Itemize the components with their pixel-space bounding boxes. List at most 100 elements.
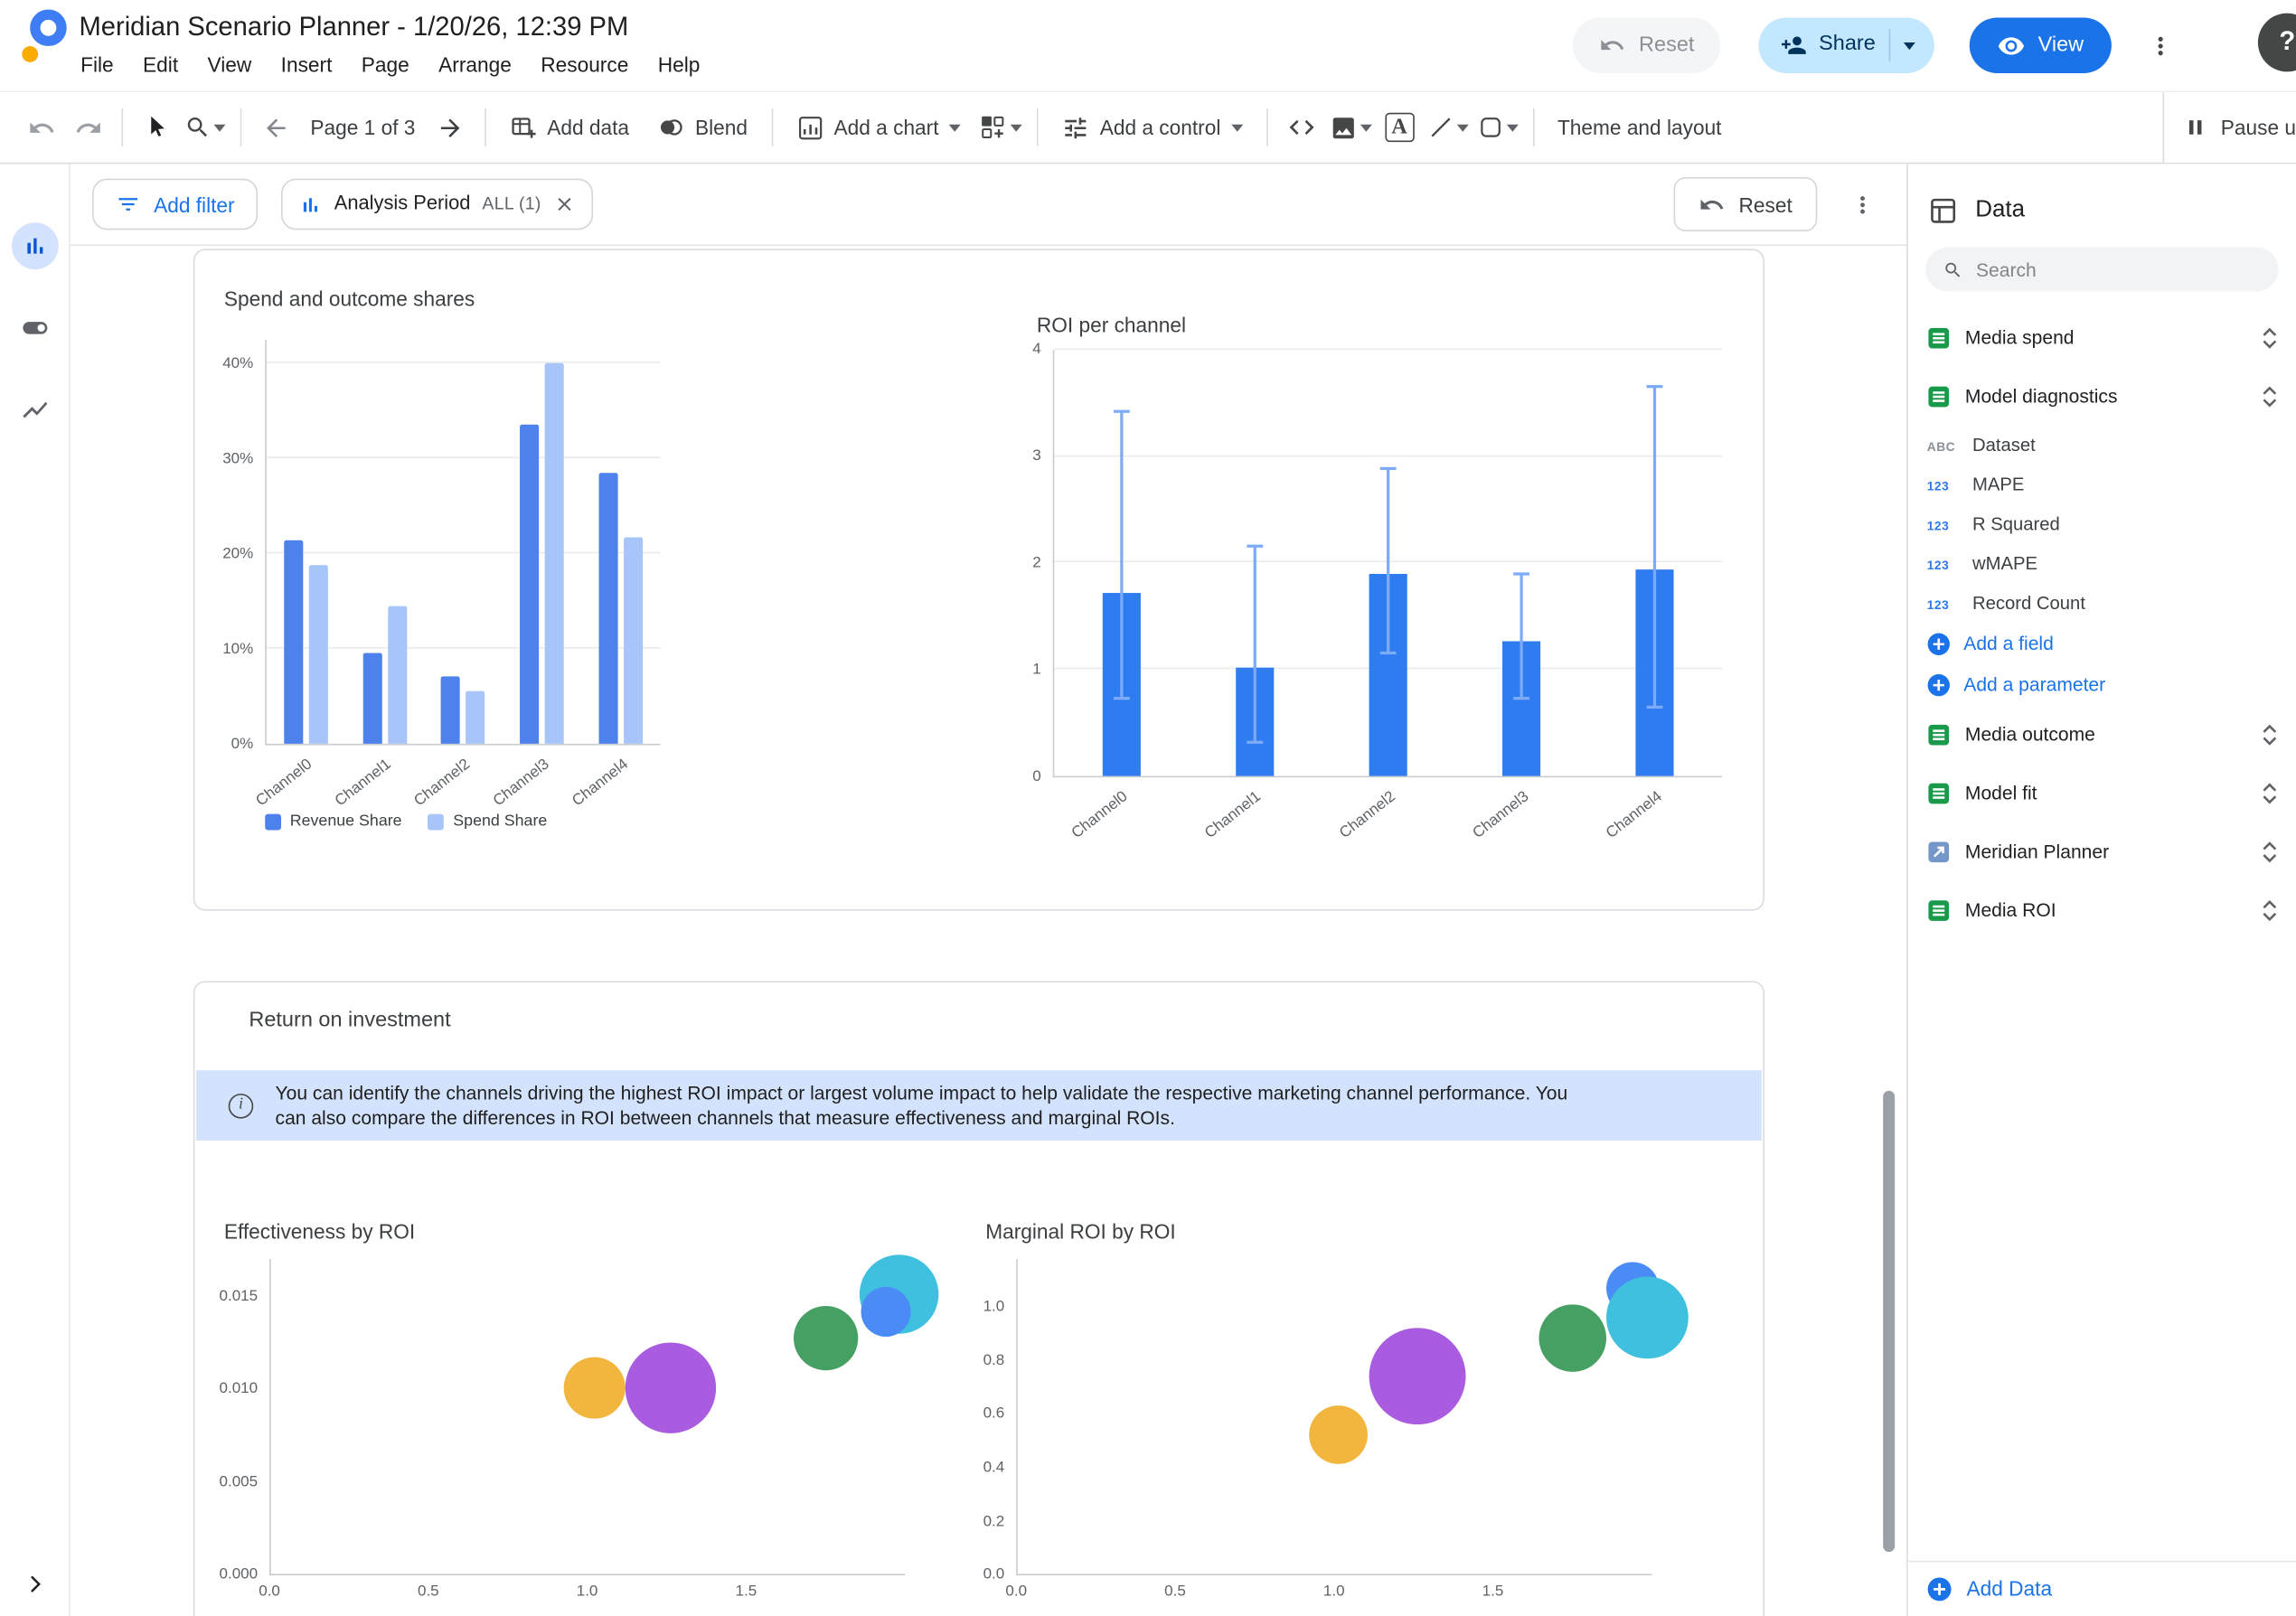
menu-edit[interactable]: Edit: [143, 52, 179, 76]
add-a-parameter-button[interactable]: Add a parameter: [1908, 665, 2296, 706]
undo-button[interactable]: [17, 104, 64, 151]
canvas-scrollbar[interactable]: [1883, 1090, 1896, 1553]
pause-updates-button[interactable]: Pause u: [2162, 92, 2296, 163]
rail-trends-tab[interactable]: [11, 387, 58, 434]
y-axis-tick: 1.0: [983, 1297, 1005, 1316]
community-visualizations-button[interactable]: [974, 104, 1026, 151]
menu-insert[interactable]: Insert: [280, 52, 333, 76]
add-line-button[interactable]: [1423, 104, 1473, 151]
magnifier-icon: [187, 117, 208, 137]
menu-help[interactable]: Help: [657, 52, 701, 76]
expand-fields-icon[interactable]: [2263, 899, 2277, 923]
analysis-period-filter-chip[interactable]: Analysis Period ALL (1): [281, 178, 593, 230]
menu-resource[interactable]: Resource: [541, 52, 629, 76]
add-shape-button[interactable]: [1473, 104, 1522, 151]
add-data-button[interactable]: Add Data: [1907, 1560, 2296, 1616]
field-search-box[interactable]: [1925, 248, 2279, 292]
more-options-icon[interactable]: [2132, 17, 2188, 73]
bar-group-channel1: [1188, 350, 1322, 776]
rail-controls-tab[interactable]: [11, 305, 58, 352]
menu-view[interactable]: View: [207, 52, 252, 76]
shape-caret: [1506, 123, 1519, 131]
theme-and-layout-button[interactable]: Theme and layout: [1557, 115, 1722, 139]
field-dataset[interactable]: ABC Dataset: [1908, 427, 2296, 466]
expand-fields-icon[interactable]: [2263, 724, 2277, 747]
add-filter-button[interactable]: Add filter: [92, 178, 259, 230]
data-source-model-fit[interactable]: Model fit: [1908, 765, 2296, 823]
image-caret: [1360, 123, 1372, 131]
x-axis-tick: 0.5: [417, 1582, 439, 1601]
field-record-count[interactable]: 123 Record Count: [1908, 585, 2296, 625]
y-axis-tick: 40%: [222, 353, 254, 372]
field-wmape[interactable]: 123 wMAPE: [1908, 545, 2296, 585]
y-axis-tick: 0.8: [983, 1351, 1005, 1369]
gridline: [1054, 348, 1723, 350]
search-input[interactable]: [1975, 258, 2262, 281]
data-source-media-outcome[interactable]: Media outcome: [1908, 706, 2296, 765]
bar: [624, 537, 644, 744]
next-page-button[interactable]: [427, 104, 474, 151]
report-title[interactable]: Meridian Scenario Planner - 1/20/26, 12:…: [79, 11, 629, 42]
looker-studio-logo[interactable]: [17, 7, 70, 69]
zoom-tool-button[interactable]: [180, 104, 230, 151]
reset-button[interactable]: Reset: [1573, 17, 1721, 73]
embed-code-button[interactable]: [1278, 104, 1325, 151]
data-source-media-roi[interactable]: Media ROI: [1908, 881, 2296, 940]
top-charts-card[interactable]: Spend and outcome shares 0% 10% 20% 30% 40% …: [193, 249, 1764, 911]
menu-bar: File Edit View Insert Page Arrange Resource Hel…: [68, 48, 713, 81]
data-source-model-diagnostics[interactable]: Model diagnostics: [1908, 368, 2296, 427]
toolbar: Page 1 of 3 Add data Blend Add a chart A…: [0, 90, 2296, 164]
legend-swatch: [428, 813, 445, 831]
bar-group-channel4: [1588, 350, 1722, 776]
pause-icon: [2189, 120, 2202, 135]
error-cap: [1246, 741, 1263, 745]
menu-page[interactable]: Page: [361, 52, 409, 76]
redo-icon: [75, 121, 100, 133]
share-button[interactable]: Share: [1758, 17, 1934, 73]
bubble-point: [625, 1342, 716, 1434]
remove-filter-icon[interactable]: [553, 193, 575, 215]
data-source-meridian-planner[interactable]: Meridian Planner: [1908, 823, 2296, 882]
add-image-button[interactable]: [1324, 104, 1376, 151]
select-tool-button[interactable]: [133, 104, 180, 151]
view-button[interactable]: View: [1969, 17, 2112, 73]
add-chart-button[interactable]: Add a chart: [783, 102, 974, 152]
x-axis-label: Channel2: [1335, 787, 1398, 842]
expand-fields-icon[interactable]: [2263, 782, 2277, 805]
page-indicator[interactable]: Page 1 of 3: [310, 115, 416, 139]
expand-fields-icon[interactable]: [2263, 327, 2277, 351]
help-icon[interactable]: ?: [2257, 13, 2296, 72]
legend-label: Spend Share: [453, 812, 548, 831]
add-data-button[interactable]: Add data: [496, 102, 643, 152]
error-cap: [1246, 544, 1263, 548]
field-r-squared[interactable]: 123 R Squared: [1908, 505, 2296, 545]
expand-fields-icon[interactable]: [2263, 841, 2277, 864]
share-dropdown-caret[interactable]: [1903, 42, 1915, 50]
gridline: [266, 456, 661, 459]
data-source-media-spend[interactable]: Media spend: [1908, 309, 2296, 368]
add-text-button[interactable]: A: [1376, 104, 1423, 151]
menu-file[interactable]: File: [80, 52, 114, 76]
filter-bar-menu-icon[interactable]: [1840, 176, 1885, 232]
return-on-investment-card[interactable]: Return on investment i You can identify …: [193, 981, 1764, 1616]
add-control-button[interactable]: Add a control: [1049, 102, 1256, 152]
bar-chart-icon: [304, 197, 318, 211]
expand-rail-icon[interactable]: [0, 1573, 69, 1596]
eye-icon: [1997, 32, 2025, 60]
effectiveness-by-roi-chart[interactable]: Effectiveness by ROI 0.000 0.005 0.010 0.01…: [211, 1219, 938, 1604]
redo-button[interactable]: [64, 104, 111, 151]
spend-outcome-shares-chart[interactable]: Spend and outcome shares 0% 10% 20% 30% 40% …: [217, 287, 661, 832]
rail-report-tab[interactable]: [11, 222, 58, 270]
add-a-field-button[interactable]: Add a field: [1908, 624, 2296, 664]
field-mape[interactable]: 123 MAPE: [1908, 465, 2296, 505]
report-canvas[interactable]: Spend and outcome shares 0% 10% 20% 30% 40% …: [70, 246, 1907, 1616]
menu-arrange[interactable]: Arrange: [438, 52, 512, 76]
bar-group-channel2: [424, 339, 503, 744]
filter-reset-button[interactable]: Reset: [1674, 177, 1818, 231]
roi-per-channel-chart[interactable]: ROI per channel 0 1 2 3 4 Channel0 Channel1 Ch…: [1004, 314, 1723, 845]
blend-button[interactable]: Blend: [643, 102, 761, 152]
marginal-roi-by-roi-chart[interactable]: Marginal ROI by ROI 0.0 0.2 0.4 0.6 0.8 1.0 0…: [957, 1219, 1689, 1604]
collapse-fields-icon[interactable]: [2263, 385, 2277, 409]
previous-page-button[interactable]: [252, 104, 299, 151]
add-control-caret: [1230, 123, 1243, 131]
